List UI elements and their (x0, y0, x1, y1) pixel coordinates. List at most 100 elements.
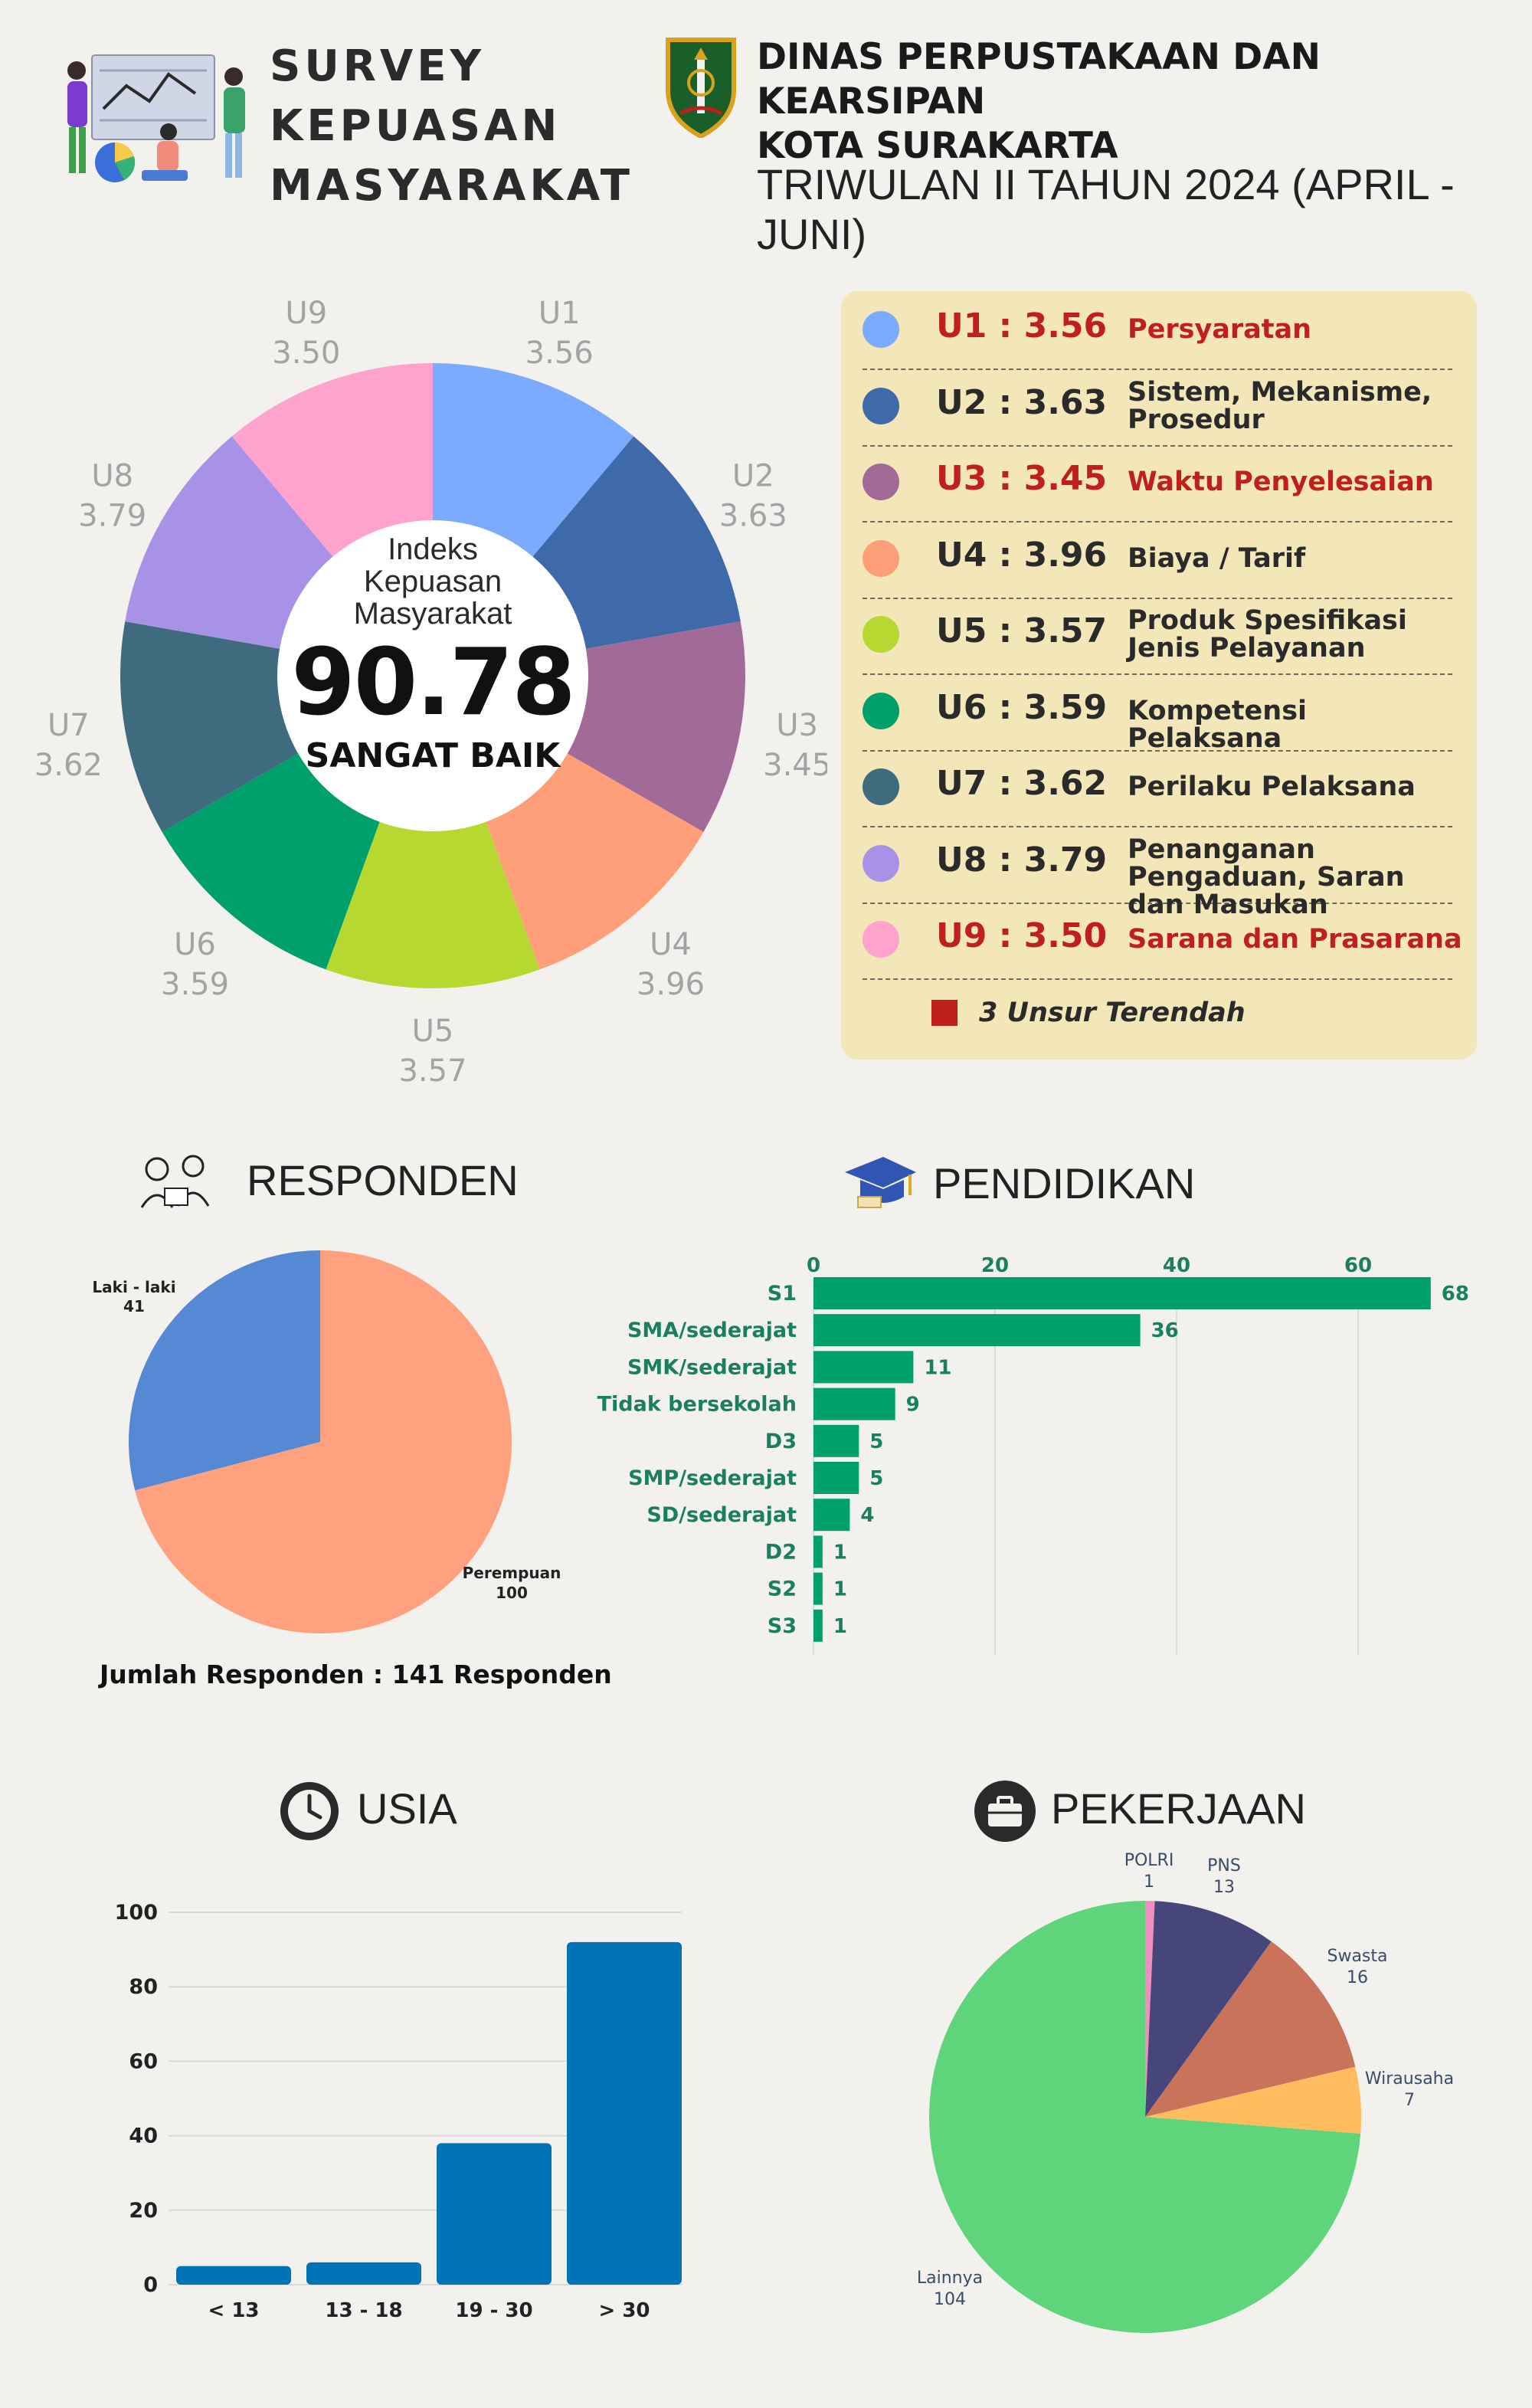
legend-note-swatch (931, 1000, 958, 1026)
bar-usia (306, 2262, 421, 2285)
responden-slice-perempuan (135, 1250, 512, 1633)
briefcase-icon (974, 1781, 1036, 1842)
y-tick-label: 100 (115, 1901, 158, 1925)
pekerjaan-label: Lainnya (917, 2269, 983, 2288)
pekerjaan-slice-wirausaha (1145, 2066, 1361, 2134)
donut-value-u1: 3.56 (525, 336, 594, 371)
index-label-line-1: Indeks (388, 532, 478, 566)
legend-item-9: U9 : 3.50 Sarana dan Prasarana (863, 903, 1462, 980)
legend-code: U1 : 3.56 (936, 306, 1108, 346)
pekerjaan-value: 16 (1347, 1968, 1368, 1987)
value-label: 1 (833, 1615, 847, 1638)
pie-chart-pekerjaan: POLRI 1 PNS 13 Swasta 16 Wirausaha 7 Lainnya 104 (917, 1851, 1454, 2333)
responden-value: 41 (123, 1297, 145, 1315)
responden-slice-laki-laki (128, 1250, 320, 1491)
legend-description: Kompetensi Pelaksana (1128, 695, 1308, 754)
pekerjaan-label: PNS (1207, 1856, 1241, 1876)
legend-item-2: U2 : 3.63 Sistem, Mekanisme, Prosedur (863, 369, 1452, 447)
x-tick-label: 60 (1344, 1254, 1372, 1277)
title-line-1: SURVEY (270, 41, 486, 91)
value-label: 11 (924, 1356, 951, 1379)
bar-pendidikan (813, 1609, 823, 1642)
category-label: D3 (765, 1430, 797, 1453)
legend-code: U8 : 3.79 (936, 840, 1108, 880)
x-category-label: 19 - 30 (455, 2299, 532, 2322)
organization-name: DINAS PERPUSTAKAAN DAN KEARSIPAN KOTA SU… (757, 35, 1532, 169)
legend-item-6: U6 : 3.59 Kompetensi Pelaksana (863, 674, 1452, 752)
bar-pendidikan (813, 1277, 1431, 1309)
bar-pendidikan (813, 1351, 914, 1384)
responden-value: 100 (496, 1584, 528, 1602)
legend-description: Penanganan Pengaduan, Saran dan Masukan (1128, 834, 1405, 920)
y-tick-label: 60 (129, 2049, 158, 2073)
y-tick-label: 0 (143, 2273, 158, 2297)
donut-label-u7: U7 (47, 708, 90, 743)
legend-code: U6 : 3.59 (936, 687, 1108, 727)
pekerjaan-slice-polri (1145, 1901, 1155, 2117)
bar-usia (176, 2265, 291, 2285)
bar-chart-usia: 0 20 40 60 80 100 < 13 13 - 18 19 - 30 > 30 (115, 1901, 682, 2322)
org-line-1: DINAS PERPUSTAKAAN DAN KEARSIPAN (757, 36, 1321, 123)
responden-label: Laki - laki (92, 1278, 175, 1296)
legend-description: Waktu Penyelesaian (1128, 467, 1434, 497)
bar-pendidikan (813, 1535, 823, 1568)
index-value: 90.78 (291, 630, 576, 736)
donut-value-u7: 3.62 (34, 748, 103, 783)
value-label: 5 (869, 1430, 883, 1453)
donut-label-u2: U2 (732, 459, 774, 494)
category-label: SMA/sederajat (627, 1319, 797, 1342)
index-label-line-3: Masyarakat (353, 597, 512, 631)
bar-usia (567, 1941, 682, 2285)
donut-label-u8: U8 (91, 459, 133, 494)
donut-value-u4: 3.96 (637, 967, 705, 1002)
value-label: 9 (906, 1394, 920, 1417)
section-title-pendidikan: PENDIDIKAN (933, 1159, 1196, 1207)
category-label: SMK/sederajat (627, 1355, 797, 1379)
pekerjaan-value: 1 (1144, 1872, 1154, 1892)
legend-dot (863, 844, 899, 882)
org-line-2: KOTA SURAKARTA (757, 125, 1118, 167)
pekerjaan-slice-lainnya (929, 1901, 1361, 2333)
donut-chart-unsur: U1 3.56 U2 3.63 U3 3.45 U4 3.96 U5 3.57 U6 3.59 U7 3.… (34, 296, 827, 1088)
x-category-label: > 30 (598, 2299, 650, 2322)
y-tick-label: 40 (129, 2125, 158, 2148)
legend-item-1: U1 : 3.56 Persyaratan (863, 293, 1452, 370)
legend-code: U3 : 3.45 (936, 459, 1108, 498)
title-line-2: KEPUASAN (270, 101, 561, 151)
survey-period: TRIWULAN II TAHUN 2024 (APRIL - JUNI) (757, 160, 1455, 258)
legend-dot (863, 768, 899, 805)
x-category-label: 13 - 18 (325, 2299, 402, 2322)
x-tick-label: 20 (981, 1254, 1009, 1277)
bar-pendidikan (813, 1387, 895, 1420)
bar-pendidikan (813, 1462, 859, 1494)
category-label: S2 (768, 1577, 797, 1601)
donut-value-u9: 3.50 (272, 336, 340, 371)
survey-illustration (67, 54, 245, 182)
section-title-responden: RESPONDEN (247, 1156, 519, 1204)
graduation-cap-icon (845, 1157, 916, 1208)
pekerjaan-label: POLRI (1124, 1851, 1174, 1870)
donut-value-u2: 3.63 (719, 499, 787, 534)
pekerjaan-value: 104 (934, 2290, 966, 2309)
value-label: 1 (833, 1578, 847, 1601)
legend-code: U9 : 3.50 (936, 916, 1108, 955)
index-rating: SANGAT BAIK (305, 736, 561, 775)
donut-value-u8: 3.79 (78, 499, 146, 534)
pekerjaan-label: Wirausaha (1365, 2069, 1454, 2089)
pekerjaan-slice-swasta (1145, 1941, 1356, 2117)
legend-dot (863, 616, 899, 653)
city-emblem-icon (666, 38, 736, 138)
legend-description: Perilaku Pelaksana (1128, 772, 1416, 802)
unsur-legend: U1 : 3.56 Persyaratan U2 : 3.63 Sistem, Mek… (841, 291, 1477, 1060)
pekerjaan-label: Swasta (1327, 1947, 1387, 1966)
legend-description: Biaya / Tarif (1128, 542, 1306, 574)
category-label: SD/sederajat (647, 1503, 797, 1527)
legend-code: U5 : 3.57 (936, 611, 1108, 650)
legend-code: U7 : 3.62 (936, 764, 1108, 803)
legend-item-5: U5 : 3.57 Produk Spesifikasi Jenis Pelaya… (863, 598, 1452, 675)
legend-item-3: U3 : 3.45 Waktu Penyelesaian (863, 445, 1452, 523)
legend-code: U2 : 3.63 (936, 382, 1108, 422)
responden-label: Perempuan (463, 1564, 561, 1582)
survey-title: SURVEY KEPUASAN MASYARAKAT (270, 37, 633, 216)
